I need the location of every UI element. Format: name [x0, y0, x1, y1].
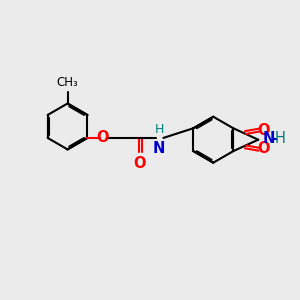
Text: CH₃: CH₃ — [57, 76, 78, 89]
Text: -: - — [271, 131, 277, 146]
Text: O: O — [258, 123, 270, 138]
Text: O: O — [97, 130, 109, 146]
Text: N: N — [153, 141, 166, 156]
Text: N: N — [263, 131, 275, 146]
Text: H: H — [274, 131, 285, 146]
Text: O: O — [258, 141, 270, 156]
Text: H: H — [154, 123, 164, 136]
Text: O: O — [133, 156, 146, 171]
